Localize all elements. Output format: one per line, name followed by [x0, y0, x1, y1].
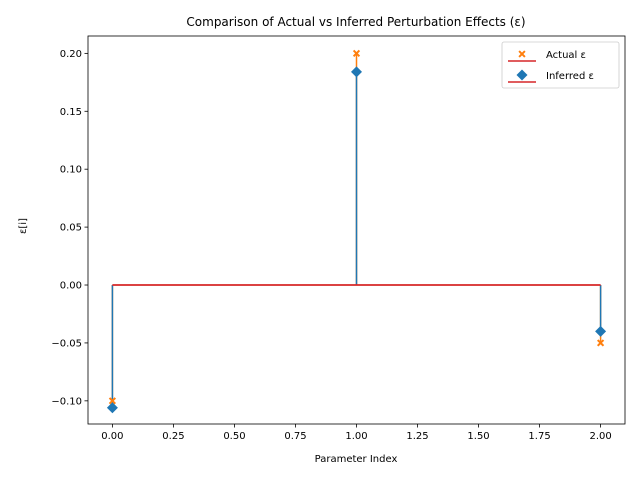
y-tick-label: 0.20 — [60, 49, 82, 60]
actual-point-2 — [596, 339, 605, 347]
inferred-point-2 — [595, 325, 607, 337]
x-tick-label: 0.25 — [162, 431, 184, 442]
plot-area — [106, 49, 607, 414]
y-axis-label: ε[i] — [18, 218, 29, 234]
axes: 0.00 0.25 0.50 0.75 1.00 1.25 1.50 1.75 2.00 −0.1… — [51, 35, 626, 442]
x-tick-label: 0.75 — [284, 431, 306, 442]
y-tick-label: −0.05 — [51, 338, 82, 349]
y-tick-label: −0.10 — [51, 396, 82, 407]
actual-point-0 — [108, 397, 117, 405]
inferred-point-1 — [351, 66, 362, 78]
x-tick-label: 0.00 — [101, 431, 123, 442]
x-tick-label: 1.00 — [345, 431, 367, 442]
x-tick-label: 0.50 — [223, 431, 245, 442]
x-axis-label: Parameter Index — [315, 454, 398, 465]
chart-title: Comparison of Actual vs Inferred Perturb… — [186, 15, 525, 29]
x-tick-label: 2.00 — [589, 431, 611, 442]
x-tick-label: 1.50 — [467, 431, 489, 442]
y-tick-label: 0.05 — [60, 223, 82, 234]
legend-label-0: Actual ε — [546, 50, 586, 61]
actual-point-1 — [352, 49, 361, 57]
legend-box — [501, 41, 620, 89]
legend: Actual ε Inferred ε — [501, 41, 620, 89]
legend-marker-1 — [516, 69, 528, 81]
y-tick-label: 0.10 — [60, 165, 82, 176]
legend-label-1: Inferred ε — [546, 71, 594, 82]
x-tick-label: 1.75 — [528, 431, 550, 442]
y-tick-label: 0.15 — [60, 107, 82, 118]
legend-marker-0 — [518, 50, 526, 58]
inferred-point-0 — [106, 402, 118, 414]
y-tick-label: 0.00 — [60, 281, 82, 292]
x-tick-label: 1.25 — [406, 431, 428, 442]
